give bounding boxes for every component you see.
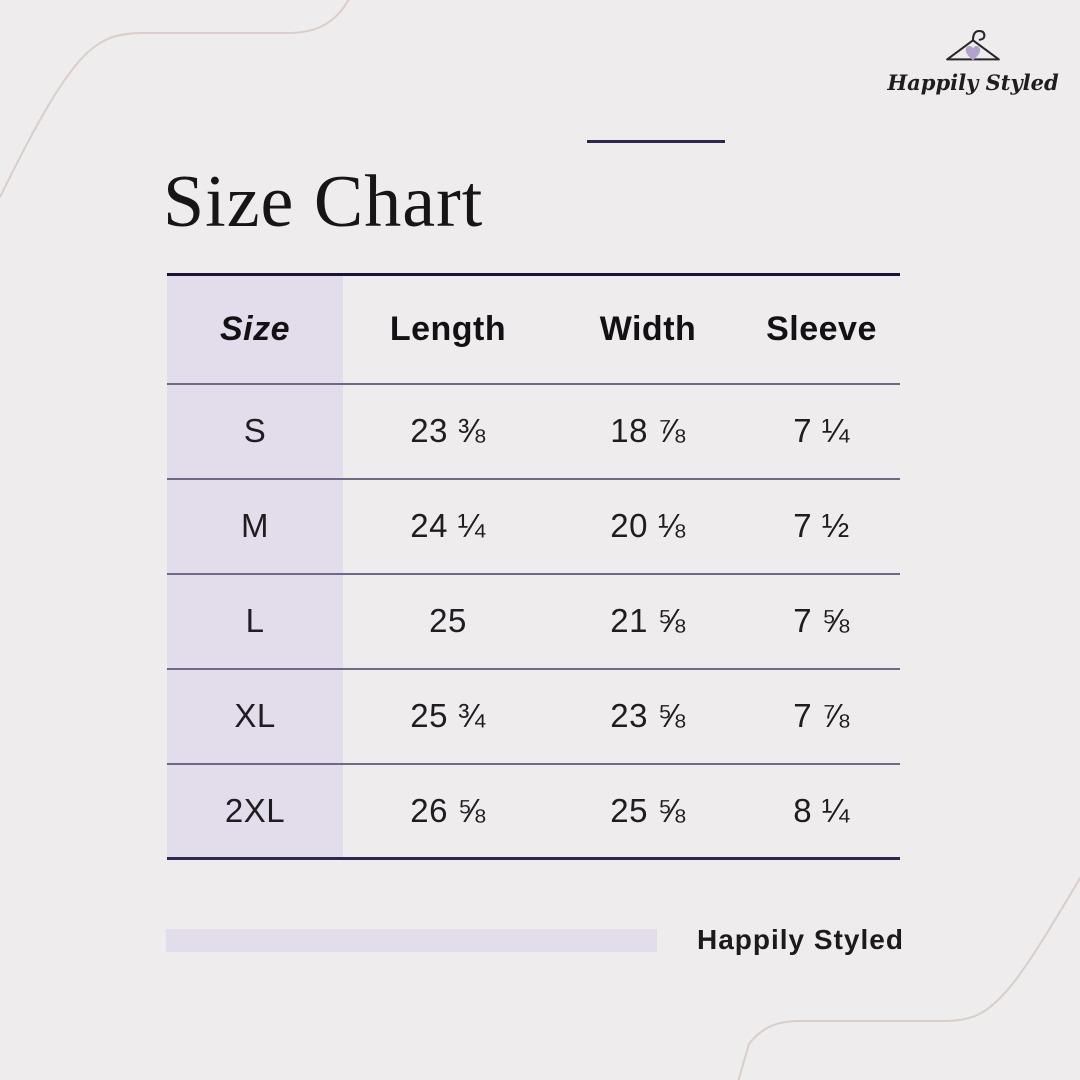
table-row: L 25 21 ⅝ 7 ⅝	[167, 573, 900, 669]
size-table-body: S 23 ⅜ 18 ⅞ 7 ¼ M 24 ¼ 20 ⅛ 7 ½ L 25 21 …	[167, 383, 900, 859]
sleeve-cell: 7 ⅝	[793, 602, 850, 639]
size-cell: L	[167, 573, 343, 669]
size-cell: XL	[167, 668, 343, 764]
column-header-sleeve: Sleeve	[766, 309, 877, 348]
sleeve-cell: 7 ¼	[793, 412, 850, 449]
length-cell: 26 ⅝	[410, 791, 486, 829]
footer-brand-text: Happily Styled	[697, 924, 904, 955]
width-cell: 21 ⅝	[610, 602, 686, 639]
size-cell: 2XL	[167, 763, 343, 859]
length-cell: 25	[429, 602, 467, 639]
column-header-length: Length	[389, 309, 507, 348]
table-row: M 24 ¼ 20 ⅛ 7 ½	[167, 478, 900, 574]
table-header-row: Size Length Width Sleeve	[167, 274, 900, 384]
bottom-right-curve	[737, 876, 1080, 1080]
column-header-size: Size	[167, 274, 343, 384]
brand-logo: Happily Styled	[887, 26, 1059, 95]
sleeve-cell: 7 ½	[793, 507, 850, 544]
width-cell: 23 ⅝	[610, 697, 686, 734]
width-cell: 25 ⅝	[610, 791, 686, 829]
size-cell: S	[167, 383, 343, 479]
length-cell: 25 ¾	[410, 697, 486, 734]
brand-logo-text: Happily Styled	[887, 70, 1059, 95]
size-table: Size Length Width Sleeve S 23 ⅜ 18 ⅞ 7 ¼…	[167, 273, 900, 860]
title-accent-line	[587, 140, 725, 143]
column-header-width: Width	[599, 309, 697, 348]
sleeve-cell: 8 ¼	[793, 791, 850, 829]
size-cell: M	[167, 478, 343, 574]
sleeve-cell: 7 ⅞	[793, 697, 850, 734]
width-cell: 18 ⅞	[610, 412, 686, 449]
length-cell: 23 ⅜	[410, 412, 486, 449]
table-row: XL 25 ¾ 23 ⅝ 7 ⅞	[167, 668, 900, 764]
table-row: S 23 ⅜ 18 ⅞ 7 ¼	[167, 383, 900, 479]
hanger-icon	[946, 29, 1000, 61]
length-cell: 24 ¼	[410, 507, 486, 544]
heart-icon	[965, 45, 981, 61]
table-row: 2XL 26 ⅝ 25 ⅝ 8 ¼	[167, 763, 900, 859]
footer-accent-bar	[166, 929, 657, 952]
width-cell: 20 ⅛	[610, 507, 686, 544]
page-title: Size Chart	[163, 161, 484, 243]
